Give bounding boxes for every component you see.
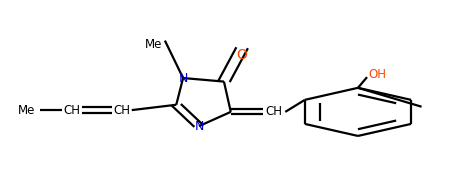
Text: N: N <box>194 120 204 133</box>
Text: CH: CH <box>63 104 80 117</box>
Text: Me: Me <box>145 38 162 51</box>
Text: Me: Me <box>18 104 35 117</box>
Text: N: N <box>178 71 188 85</box>
Text: CH: CH <box>113 104 130 117</box>
Text: OH: OH <box>368 68 386 81</box>
Text: CH: CH <box>266 105 282 118</box>
Text: O: O <box>237 48 248 62</box>
